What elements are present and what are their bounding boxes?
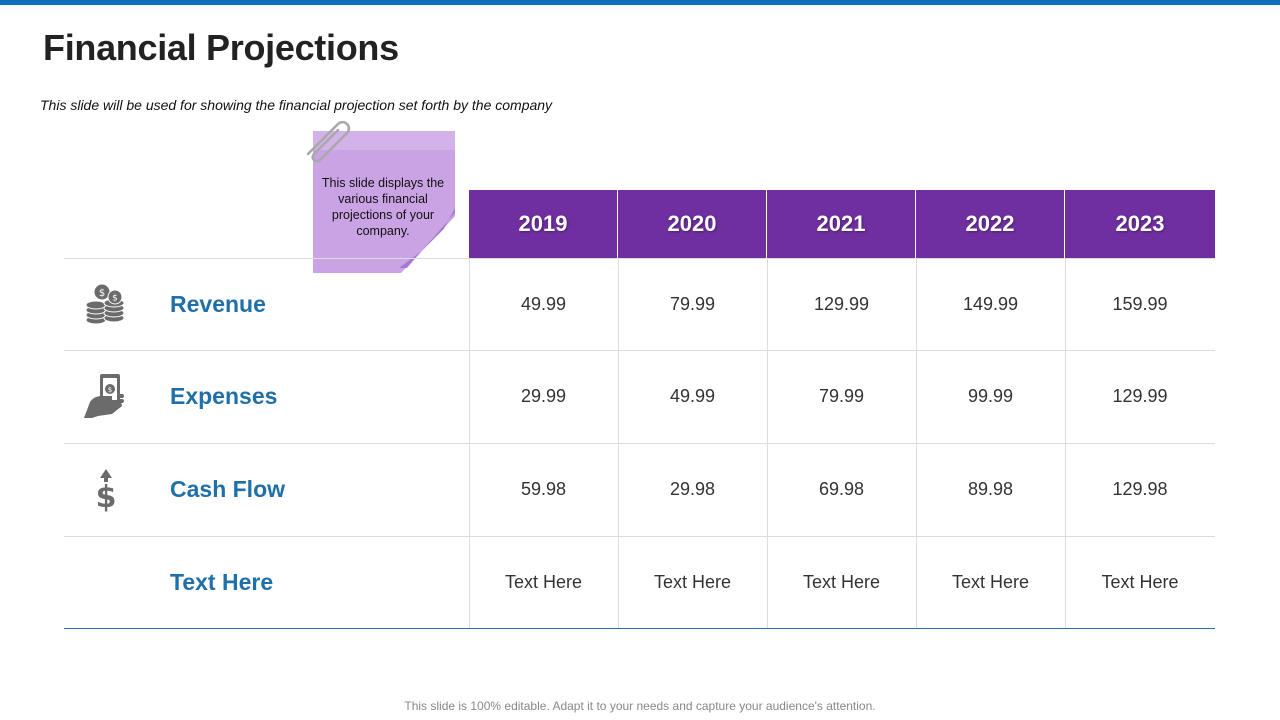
dollar-arrow-icon: $ <box>96 469 117 513</box>
row-divider <box>64 258 1215 259</box>
table-cell: 129.98 <box>1112 478 1168 499</box>
table-cell: 29.99 <box>520 385 567 406</box>
year-header-cell: 2020 <box>618 190 767 258</box>
year-header-cell: 2019 <box>469 190 618 258</box>
table-cell: Text Here <box>802 571 881 592</box>
row-label: Text Here <box>170 569 274 595</box>
table-cell: Text Here <box>653 571 732 592</box>
table-row-expenses: $ Expenses 29.99 49.99 79.99 99.99 129.9… <box>64 350 1215 442</box>
row-label: Revenue <box>170 291 266 317</box>
row-divider <box>64 350 1215 351</box>
table-bottom-border <box>64 628 1215 629</box>
table-cell: 29.98 <box>669 478 716 499</box>
table-cell: 79.99 <box>818 385 865 406</box>
year-header-cell: 2023 <box>1115 211 1165 236</box>
sticky-note-tape <box>313 131 455 150</box>
row-divider <box>64 536 1215 537</box>
top-accent-bar <box>0 0 1280 5</box>
table-row-revenue: $ $ Revenue 49.99 79.99 129.99 149.99 15… <box>64 258 1215 350</box>
paperclip-icon <box>306 120 351 163</box>
table-cell: 49.99 <box>669 385 716 406</box>
table-cell: Text Here <box>504 571 583 592</box>
hand-money-icon: $ <box>84 374 124 418</box>
column-divider <box>916 258 917 628</box>
table-cell: 89.98 <box>967 478 1014 499</box>
table-row-cash-flow: $ Cash Flow 59.98 29.98 69.98 89.98 129.… <box>64 443 1215 535</box>
svg-text:$: $ <box>108 386 112 394</box>
row-divider <box>64 443 1215 444</box>
table-header-row: 2019 2020 2021 2022 2023 <box>469 190 1215 258</box>
sticky-note-text: This slide displays the various financia… <box>321 176 445 238</box>
coins-icon: $ $ <box>85 283 125 325</box>
svg-text:$: $ <box>96 480 117 513</box>
sticky-note <box>313 131 455 273</box>
table-cell: 69.98 <box>818 478 865 499</box>
footer-note: This slide is 100% editable. Adapt it to… <box>404 699 876 713</box>
table-cell: 159.99 <box>1112 293 1168 314</box>
table-cell: 49.99 <box>520 293 567 314</box>
svg-text:$: $ <box>99 288 105 299</box>
table-row-text-here: Text Here Text Here Text Here Text Here … <box>64 536 1215 628</box>
column-divider <box>1065 258 1066 628</box>
page-title: Financial Projections <box>43 27 399 68</box>
page-subtitle: This slide will be used for showing the … <box>40 97 553 113</box>
column-divider <box>618 258 619 628</box>
table-cell: 59.98 <box>520 478 567 499</box>
table-cell: 129.99 <box>813 293 870 314</box>
table-cell: Text Here <box>951 571 1030 592</box>
column-divider <box>767 258 768 628</box>
column-divider <box>469 258 470 628</box>
table-cell: 129.99 <box>1112 385 1168 406</box>
row-label: Expenses <box>170 383 278 409</box>
table-cell: 79.99 <box>669 293 716 314</box>
year-header-cell: 2021 <box>767 190 916 258</box>
year-header-cell: 2022 <box>916 190 1065 258</box>
svg-text:$: $ <box>112 294 118 304</box>
table-cell: 149.99 <box>962 293 1019 314</box>
row-label: Cash Flow <box>170 476 286 502</box>
table-cell: 99.99 <box>967 385 1014 406</box>
table-cell: Text Here <box>1101 571 1179 592</box>
